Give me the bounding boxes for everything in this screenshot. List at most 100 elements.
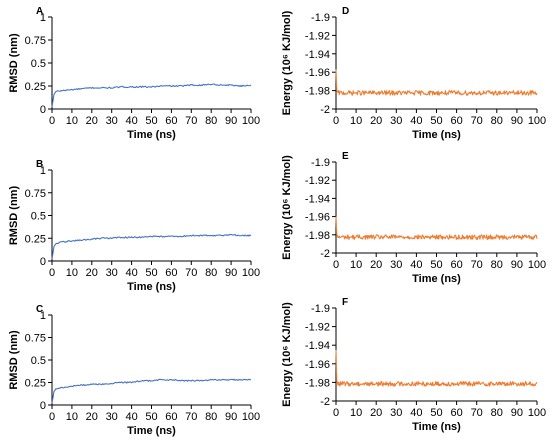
x-tick-label: 20 [370,115,382,127]
x-tick-label: 40 [125,411,137,423]
y-tick-label: -2 [320,248,330,260]
series-line [335,349,538,387]
x-tick-label: 50 [145,115,157,127]
y-tick-label: 1 [40,165,46,177]
y-tick-label: -1.9 [311,157,330,169]
x-tick-label: 90 [225,115,237,127]
y-tick-label: -1.94 [305,193,330,205]
x-tick-label: 60 [165,411,177,423]
x-tick-label: 70 [471,407,483,419]
y-tick-label: -1.92 [305,30,330,42]
y-axis-title: RMSD (nm) [8,330,20,390]
x-tick-label: 30 [390,407,402,419]
panel-letter: D [342,6,349,17]
x-tick-label: 30 [390,115,402,127]
y-tick-label: -1.96 [305,67,330,79]
y-tick-label: 0.75 [25,188,46,200]
x-axis-title: Time (ns) [412,129,461,141]
x-axis-title: Time (ns) [412,421,461,433]
x-tick-label: 100 [528,115,546,127]
x-tick-label: 30 [106,411,118,423]
x-tick-label: 90 [511,407,523,419]
panel-d: D -2 -1.98 -1.96 -1.94 -1.92 -1.9 0 10 20 30 40 50 60… [281,6,546,141]
x-tick-label: 90 [225,411,237,423]
x-tick-label: 20 [370,259,382,271]
y-tick-label: 0.25 [25,81,46,93]
x-tick-label: 60 [165,115,177,127]
x-tick-label: 10 [350,259,362,271]
panel-letter: E [342,151,349,162]
y-axis-title: RMSD (nm) [8,33,20,93]
x-tick-label: 80 [205,267,217,279]
panel-letter: A [36,6,43,17]
y-tick-label: -2 [320,104,330,116]
x-tick-label: 40 [125,115,137,127]
x-tick-label: 70 [185,411,197,423]
y-tick-label: 0.5 [31,211,46,223]
x-tick-label: 0 [333,407,339,419]
y-axis-title: Energy (10⁶ KJ/mol) [281,155,293,260]
x-tick-label: 10 [350,407,362,419]
series-line [51,233,252,260]
x-tick-label: 90 [511,259,523,271]
x-tick-label: 0 [49,115,55,127]
x-tick-label: 80 [205,115,217,127]
x-tick-label: 100 [242,115,260,127]
series-line [51,378,252,404]
y-tick-label: 0.75 [25,35,46,47]
panel-letter: F [342,297,348,308]
x-tick-label: 40 [410,407,422,419]
y-tick-label: -1.9 [311,12,330,24]
x-tick-label: 20 [86,267,98,279]
y-tick-label: -1.96 [305,359,330,371]
y-tick-label: 1 [40,12,46,24]
y-tick-label: -1.98 [305,86,330,98]
y-axis-title: RMSD (nm) [8,186,20,246]
x-tick-label: 10 [350,115,362,127]
x-tick-label: 30 [106,267,118,279]
x-tick-label: 10 [66,411,78,423]
x-tick-label: 30 [106,115,118,127]
y-tick-label: -1.98 [305,230,330,242]
y-tick-label: -1.96 [305,212,330,224]
x-tick-label: 70 [471,259,483,271]
x-tick-label: 40 [410,259,422,271]
x-tick-label: 100 [528,259,546,271]
x-tick-label: 90 [511,115,523,127]
panel-e: E -2 -1.98 -1.96 -1.94 -1.92 -1.9 0 10 20 30 40 50 60… [281,151,546,285]
y-tick-label: 0 [40,256,46,268]
x-axis-title: Time (ns) [412,273,461,285]
y-tick-label: -1.94 [305,49,330,61]
y-tick-label: 0.25 [25,378,46,390]
x-tick-label: 40 [125,267,137,279]
x-tick-label: 50 [430,407,442,419]
y-tick-label: -1.94 [305,340,330,352]
x-tick-label: 0 [333,259,339,271]
x-tick-label: 70 [185,267,197,279]
x-axis-title: Time (ns) [127,281,176,293]
x-tick-label: 20 [86,411,98,423]
x-tick-label: 0 [49,411,55,423]
x-tick-label: 90 [225,267,237,279]
x-tick-label: 20 [86,115,98,127]
y-axis-title: Energy (10⁶ KJ/mol) [281,10,293,115]
x-tick-label: 30 [390,259,402,271]
y-axis-title: Energy (10⁶ KJ/mol) [281,302,293,407]
panel-letter: B [36,159,43,170]
x-tick-label: 0 [333,115,339,127]
y-tick-label: -1.92 [305,175,330,187]
y-tick-label: 0.5 [31,58,46,70]
y-tick-label: -2 [320,396,330,408]
x-tick-label: 80 [491,115,503,127]
x-tick-label: 70 [471,115,483,127]
x-tick-label: 10 [66,115,78,127]
x-tick-label: 60 [450,259,462,271]
x-tick-label: 0 [49,267,55,279]
panel-f: F -2 -1.98 -1.96 -1.94 -1.92 -1.9 0 10 20 30 40 50 60… [281,297,546,433]
series-line [335,69,538,96]
y-tick-label: 1 [40,310,46,322]
y-tick-label: -1.92 [305,322,330,334]
